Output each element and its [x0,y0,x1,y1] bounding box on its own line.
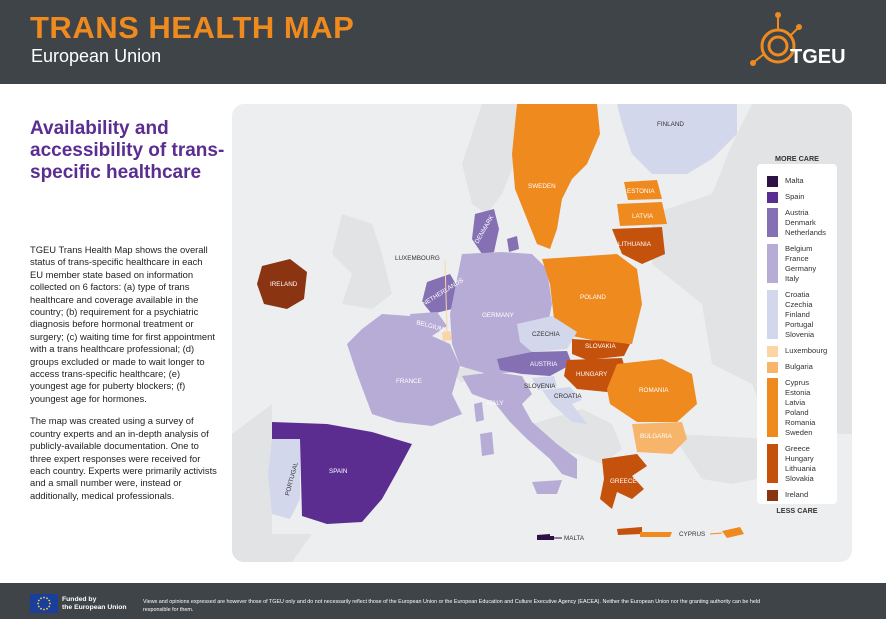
country-denmark [472,209,499,254]
country-spain [272,422,412,524]
label-romania: ROMANIA [639,387,669,394]
label-sweden: SWEDEN [528,183,556,190]
cyprus-north [640,532,672,537]
country-bulgaria [632,422,687,454]
label-spain: SPAIN [329,468,348,475]
label-ireland: IRELAND [270,281,298,288]
luxembourg-leader-line [444,259,448,333]
map-panel: FINLAND SWEDEN ESTONIA LATVIA LITHUANIA … [232,104,852,562]
country-greece-crete [617,527,642,535]
label-cyprus: CYPRUS [679,531,705,538]
country-czechia [517,316,577,352]
label-bulgaria: BULGARIA [640,433,673,440]
header-bar: TRANS HEALTH MAP European Union TGEU [0,0,886,84]
country-france [347,314,462,426]
description-paragraph: TGEU Trans Health Map shows the overall … [30,244,215,404]
legend-item-label: Spain [785,192,805,201]
non-eu-land [532,409,622,464]
section-heading: Availability and accessibility of trans-… [30,118,225,183]
country-greece [600,454,647,509]
label-slovakia: SLOVAKIA [585,343,616,350]
country-netherlands [422,274,457,314]
label-estonia: ESTONIA [627,188,655,195]
country-sweden [512,104,600,249]
legend-item-label: Greece Hungary Lithuania Slovakia [785,444,816,483]
map-legend: MORE CARE Malta Spain Austria Denmark Neth… [757,154,837,515]
label-czechia: CZECHIA [532,331,560,338]
country-latvia [617,202,667,226]
country-sardinia [480,432,494,456]
label-luxembourg: LUXEMBOURG [395,255,440,262]
legend-item-label: Croatia Czechia Finland Portugal Sloveni… [785,290,815,339]
country-portugal [268,439,300,519]
country-luxembourg [442,331,452,341]
legend-item-label: Ireland [785,490,809,499]
legend-item-label: Belgium France Germany Italy [785,244,817,283]
country-malta-shadow [537,534,550,540]
legend-item-label: Bulgaria [785,362,813,371]
label-italy: ITALY [487,400,504,407]
label-latvia: LATVIA [632,213,654,220]
country-estonia [624,180,662,200]
legend-item-label: Luxembourg [785,346,828,355]
country-ireland [257,259,307,309]
label-poland: POLAND [580,294,606,301]
legend-swatch [767,244,778,283]
non-eu-land [672,434,782,484]
legend-item-label: Cyprus Estonia Latvia Poland Romania Swe… [785,378,816,437]
legend-swatch [767,208,778,237]
page-subtitle: European Union [31,46,162,66]
country-corsica [474,402,484,422]
legend-swatch [767,378,778,437]
funded-line-1: Funded by [62,596,97,603]
funded-line-2: the European Union [62,604,127,611]
legend-item-label: Austria Denmark Netherlands [785,208,826,237]
country-sicily [532,480,562,494]
tgeu-logo-text: TGEU [790,46,846,68]
country-poland [542,254,642,344]
country-croatia [542,387,587,424]
country-slovenia [532,376,557,390]
country-lithuania [612,227,665,264]
label-germany: GERMANY [482,312,515,319]
legend-top-label: MORE CARE [775,154,819,163]
country-romania [607,359,697,422]
country-denmark-island [507,236,519,252]
legend-swatch [767,490,778,501]
label-lithuania: LITHUANIA [618,241,652,248]
footer-bar: Funded by the European Union Views and o… [0,583,886,619]
funded-by-eu-text: Funded by the European Union [62,596,127,612]
tgeu-logo-icon [750,12,802,66]
label-hungary: HUNGARY [576,371,608,378]
label-france: FRANCE [396,378,422,385]
legend-item-label: Malta [785,176,804,185]
label-slovenia: SLOVENIA [524,383,556,390]
description-paragraph: The map was created using a survey of co… [30,415,217,501]
legend-swatch [767,192,778,203]
label-malta: MALTA [564,535,585,542]
page-title: TRANS HEALTH MAP [30,10,355,45]
country-finland [617,104,737,174]
legend-bottom-label: LESS CARE [776,506,818,515]
legend-swatch [767,290,778,339]
legend-swatch [767,362,778,373]
legend-swatch [767,346,778,357]
description-text: TGEU Trans Health Map shows the overall … [30,244,218,512]
eu-flag-icon [30,594,58,613]
label-greece: GREECE [610,478,637,485]
country-slovakia [572,339,630,360]
country-italy [462,372,577,479]
legend-swatch [767,444,778,483]
label-finland: FINLAND [657,121,684,128]
label-croatia: CROATIA [554,393,582,400]
label-austria: AUSTRIA [530,361,558,368]
non-eu-land [332,214,392,309]
disclaimer-text: Views and opinions expressed are however… [143,599,761,613]
country-austria [497,351,572,376]
legend-swatch [767,176,778,187]
country-cyprus [722,527,744,538]
cyprus-leader-line [709,532,723,535]
